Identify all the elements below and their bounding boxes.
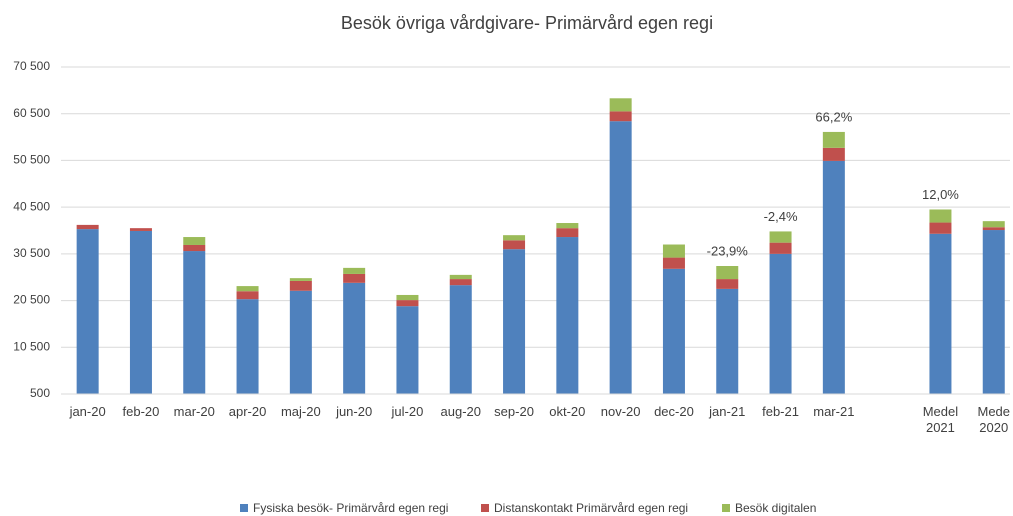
bar-segment (716, 279, 739, 289)
y-tick-label: 50 500 (13, 153, 50, 167)
y-tick-label: 70 500 (13, 59, 50, 73)
bar-segment (236, 291, 259, 300)
bar-segment (183, 251, 206, 394)
bar-segment (716, 288, 739, 394)
bar-segment (609, 98, 632, 112)
legend-swatch (481, 504, 489, 512)
bar-segment (289, 278, 312, 281)
y-tick-label: 10 500 (13, 339, 50, 353)
legend-item: Distanskontakt Primärvård egen regi (481, 501, 688, 515)
legend-item: Besök digitalen (722, 501, 816, 515)
x-tick-label: jan-20 (69, 404, 106, 419)
bar-segment (982, 230, 1005, 394)
bar-segment (236, 286, 259, 292)
bar-segment (822, 131, 845, 148)
x-tick-label: apr-20 (228, 404, 267, 419)
legend-label: Fysiska besök- Primärvård egen regi (253, 501, 449, 515)
bar-segment (503, 235, 526, 241)
annotation: -23,9% (707, 243, 749, 258)
annotation: 66,2% (815, 109, 852, 124)
bar-segment (396, 306, 419, 394)
x-tick-label: okt-20 (549, 404, 586, 419)
x-tick-label: feb-21 (762, 404, 799, 419)
bar-segment (183, 244, 206, 252)
bar-segment (449, 285, 472, 394)
bar-segment (129, 230, 152, 394)
x-tick-label: maj-20 (280, 404, 321, 419)
bar-segment (449, 279, 472, 286)
bar-segment (183, 237, 206, 245)
bar-segment (76, 229, 99, 394)
y-tick-label: 30 500 (13, 246, 50, 260)
legend-swatch (722, 504, 730, 512)
y-tick-label: 500 (30, 386, 50, 400)
bar-segment (822, 147, 845, 161)
x-tick-label: mar-20 (173, 404, 215, 419)
y-tick-label: 60 500 (13, 106, 50, 120)
bar-segment (289, 290, 312, 394)
legend-item: Fysiska besök- Primärvård egen regi (240, 501, 448, 515)
x-tick-label: feb-20 (122, 404, 160, 419)
bar-segment (343, 267, 366, 274)
bar-segment (609, 121, 632, 394)
bar-segment (556, 228, 579, 238)
bar-segment (662, 268, 685, 394)
y-tick-label: 20 500 (13, 293, 50, 307)
bar-segment (556, 237, 579, 394)
bar-segment (556, 223, 579, 229)
legend-swatch (240, 504, 248, 512)
chart-title: Besök övriga vårdgivare- Primärvård egen… (341, 13, 713, 33)
bar-segment (236, 299, 259, 394)
bar-segment (662, 257, 685, 269)
bar-segment (716, 266, 739, 280)
bar-segment (343, 273, 366, 283)
legend-label: Distanskontakt Primärvård egen regi (494, 501, 689, 515)
bar-segment (76, 224, 99, 230)
x-tick-label: jul-20 (391, 404, 424, 419)
bar-segment (929, 209, 952, 223)
x-tick-label: mar-21 (813, 404, 855, 419)
x-tick-label: sep-20 (494, 404, 534, 419)
bar-segment (982, 227, 1005, 231)
bar-segment (449, 274, 472, 280)
bar-segment (396, 300, 419, 307)
x-tick-label: jan-21 (709, 404, 746, 419)
x-tick-label: Mede 2020 (977, 404, 1011, 435)
bar-segment (929, 222, 952, 234)
x-tick-label: aug-20 (440, 404, 481, 419)
bar-segment (343, 282, 366, 394)
bar-segment (929, 233, 952, 394)
bar-segment (609, 111, 632, 122)
bar-segment (129, 228, 152, 231)
x-tick-label: dec-20 (654, 404, 694, 419)
bar-segment (396, 294, 419, 301)
bar-segment (289, 280, 312, 291)
x-tick-label: nov-20 (600, 404, 641, 419)
bar-segment (822, 160, 845, 394)
bar-segment (982, 221, 1005, 228)
annotation: 12,0% (922, 187, 959, 202)
y-tick-label: 40 500 (13, 199, 50, 213)
annotation: -2,4% (764, 209, 798, 224)
x-tick-label: jun-20 (336, 404, 373, 419)
bar-segment (769, 253, 792, 394)
bar-segment (503, 249, 526, 394)
bar-segment (769, 242, 792, 254)
legend-label: Besök digitalen (735, 501, 817, 515)
bar-segment (503, 240, 526, 250)
x-tick-label: Medel 2021 (922, 404, 959, 435)
bar-segment (662, 244, 685, 258)
bar-segment (769, 231, 792, 243)
